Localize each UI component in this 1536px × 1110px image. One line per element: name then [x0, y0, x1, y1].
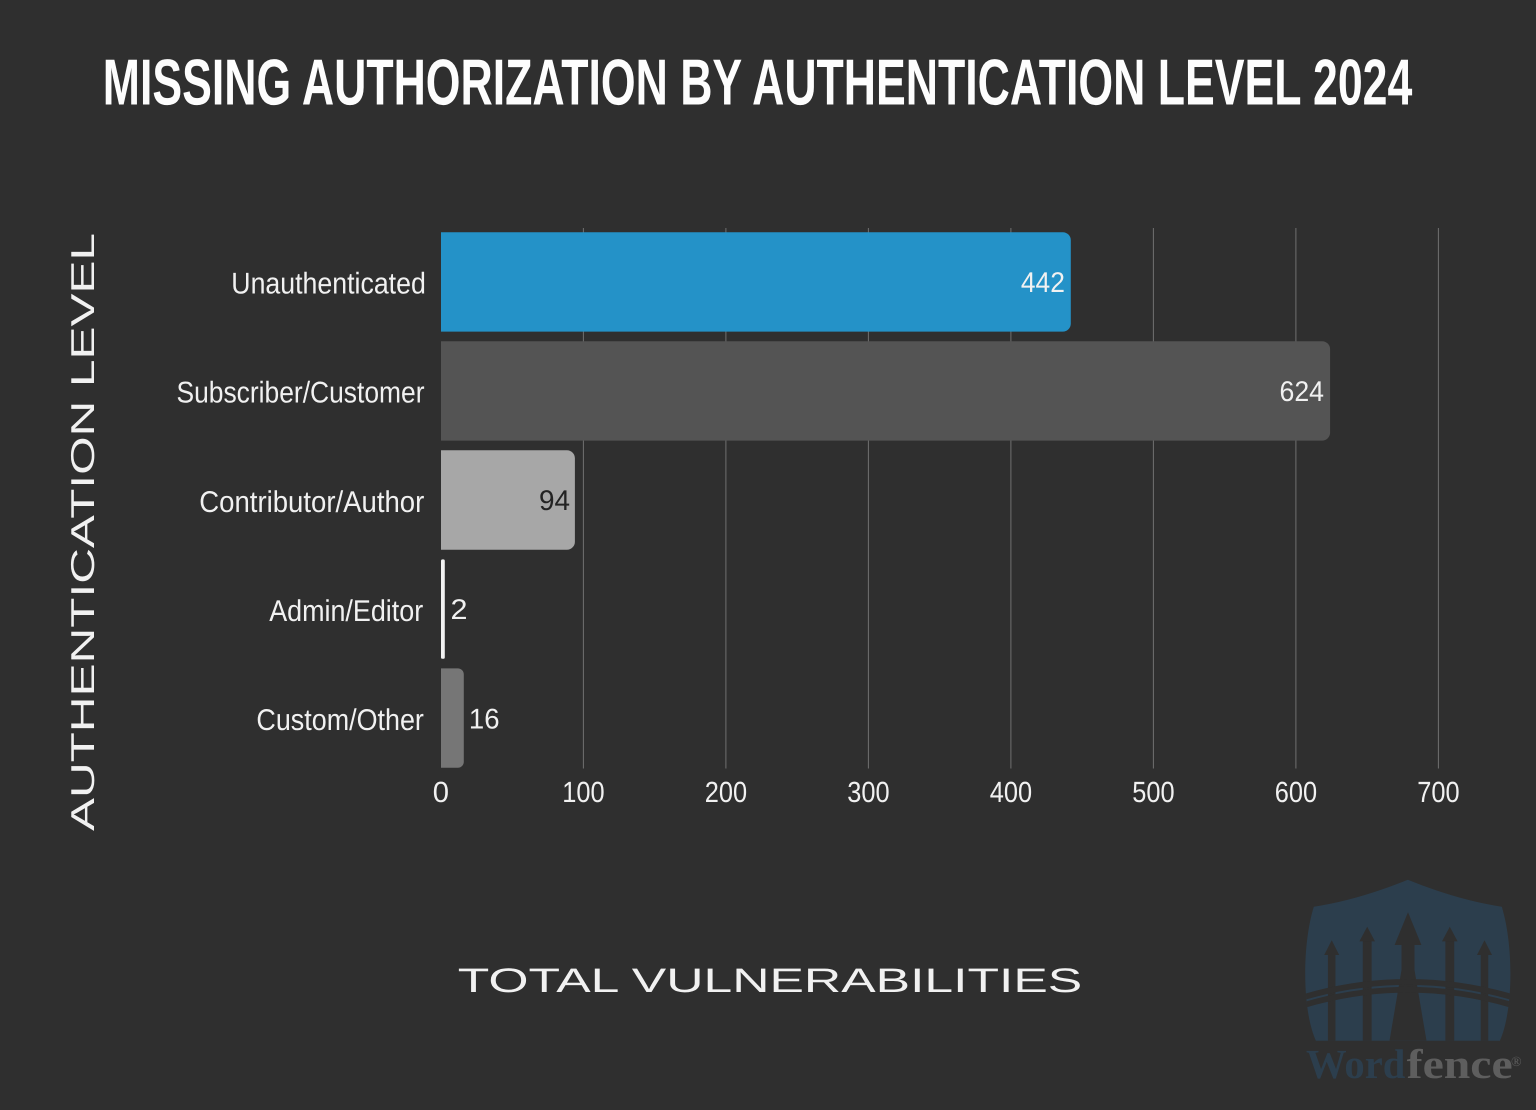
svg-text:600: 600	[1275, 777, 1317, 809]
svg-text:MISSING AUTHORIZATION BY AUTHE: MISSING AUTHORIZATION BY AUTHENTICATION …	[103, 45, 1413, 118]
svg-text:300: 300	[847, 777, 889, 809]
svg-text:2: 2	[451, 594, 468, 626]
svg-text:Subscriber/Customer: Subscriber/Customer	[177, 377, 425, 410]
svg-text:Unauthenticated: Unauthenticated	[231, 268, 426, 301]
svg-text:500: 500	[1132, 777, 1174, 809]
svg-text:0: 0	[433, 777, 449, 809]
svg-text:TOTAL VULNERABILITIES: TOTAL VULNERABILITIES	[458, 962, 1083, 1000]
svg-text:®: ®	[1511, 1055, 1522, 1070]
svg-text:624: 624	[1280, 376, 1325, 408]
svg-text:Word: Word	[1306, 1041, 1405, 1087]
svg-text:400: 400	[990, 777, 1032, 809]
svg-text:442: 442	[1021, 267, 1065, 299]
svg-text:100: 100	[562, 777, 604, 809]
svg-text:94: 94	[539, 485, 570, 517]
svg-text:fence: fence	[1407, 1041, 1513, 1087]
svg-text:700: 700	[1417, 777, 1459, 809]
svg-text:200: 200	[705, 777, 747, 809]
svg-text:Admin/Editor: Admin/Editor	[269, 595, 423, 628]
svg-text:16: 16	[469, 703, 500, 735]
svg-text:Contributor/Author: Contributor/Author	[199, 486, 424, 519]
svg-text:Custom/Other: Custom/Other	[256, 704, 424, 737]
svg-text:AUTHENTICATION LEVEL: AUTHENTICATION LEVEL	[64, 233, 101, 831]
